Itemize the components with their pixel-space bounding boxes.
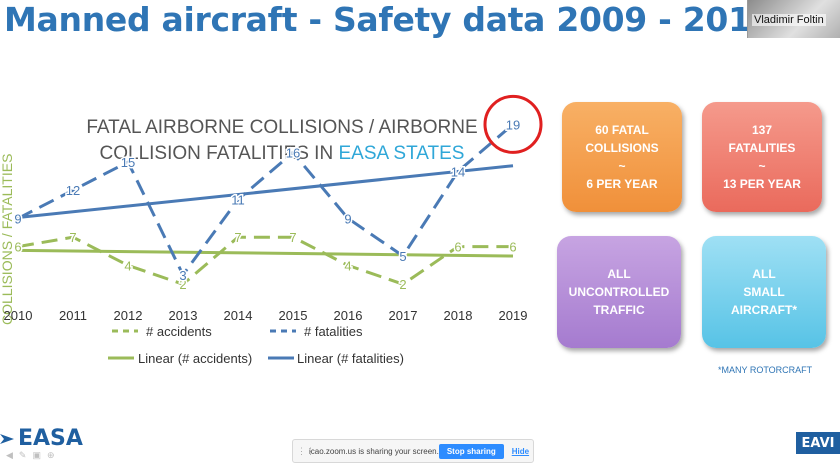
data-label: 6 (14, 240, 21, 255)
slides-icon[interactable]: ▣ (32, 450, 41, 460)
presenter-video-thumbnail[interactable]: Vladimir Foltin (747, 0, 840, 38)
eavi-logo: EAVI (796, 432, 840, 454)
x-tick-label: 2013 (169, 308, 198, 323)
chart-title-prefix: COLLISION FATALITIES IN (100, 143, 339, 164)
slide-title: Manned aircraft - Safety data 2009 - 201… (4, 0, 774, 39)
presenter-name: Vladimir Foltin (752, 14, 826, 26)
data-label: 7 (234, 230, 241, 245)
legend-label-linear-accidents: Linear (# accidents) (138, 351, 252, 366)
share-message: icao.zoom.us is sharing your screen. (309, 446, 439, 456)
zoom-icon[interactable]: ⊕ (46, 450, 55, 460)
chart-title-line-2: COLLISION FATALITIES IN EASA STATES (100, 143, 465, 164)
stat-box-fatalities: 137 FATALITIES ~ 13 PER YEAR (702, 102, 822, 212)
data-labels: 6 7 4 2 7 7 4 2 6 6 9 12 15 3 11 16 9 5 14 19 (13, 116, 522, 294)
x-tick-label: 2010 (4, 308, 33, 323)
stop-sharing-button[interactable]: Stop sharing (438, 443, 504, 459)
data-label: 12 (66, 183, 80, 198)
data-label: 15 (121, 155, 135, 170)
presentation-toolbar: ◀ ✎ ▣ ⊕ (6, 450, 55, 461)
prev-slide-icon[interactable]: ◀ (6, 450, 13, 460)
series-line-0 (17, 235, 513, 286)
trendline-1 (17, 164, 514, 219)
easa-logo-mark-icon (0, 433, 14, 444)
data-label: 9 (14, 211, 21, 226)
stat-red-line2: FATALITIES (728, 141, 796, 155)
data-label: 4 (124, 258, 131, 273)
highlight-circle (483, 94, 543, 154)
stat-box-small-aircraft: ALL SMALL AIRCRAFT* (702, 236, 826, 348)
data-label: 2 (399, 277, 406, 292)
data-label: 6 (454, 240, 461, 255)
stat-cyan-line2: SMALL (743, 285, 785, 299)
drag-handle-icon[interactable]: ⋮⋮ (297, 445, 315, 456)
series-lines (17, 123, 514, 286)
stat-box-fatal-collisions: 60 FATAL COLLISIONS ~ 6 PER YEAR (562, 102, 682, 212)
stat-orange-line4: 6 PER YEAR (586, 177, 658, 191)
x-tick-label: 2016 (334, 308, 363, 323)
stat-red-line1: 137 (751, 123, 773, 137)
legend-label-accidents: # accidents (146, 324, 212, 339)
stat-box-uncontrolled-traffic: ALL UNCONTROLLED TRAFFIC (557, 236, 681, 348)
stat-cyan-line1: ALL (752, 267, 776, 281)
stat-orange-line3: ~ (618, 159, 626, 173)
x-tick-label: 2015 (279, 308, 308, 323)
x-tick-label: 2014 (224, 308, 253, 323)
legend-label-linear-fatalities: Linear (# fatalities) (297, 351, 404, 366)
data-label: 16 (286, 146, 300, 161)
collisions-chart: COLLISIONS / FATALITIES FATAL AIRBORNE C… (0, 94, 543, 366)
x-tick-label: 2017 (389, 308, 418, 323)
data-label: 9 (344, 211, 351, 226)
stat-purple-line1: ALL (607, 267, 631, 281)
stat-red-line3: ~ (758, 159, 766, 173)
data-label: 19 (506, 117, 520, 132)
chart-title-highlight: EASA STATES (338, 143, 464, 164)
hide-link[interactable]: Hide (511, 446, 530, 456)
data-label: 11 (231, 193, 245, 208)
data-label: 7 (289, 230, 296, 245)
data-label: 2 (179, 277, 186, 292)
stat-orange-line2: COLLISIONS (585, 141, 659, 155)
x-tick-label: 2011 (59, 308, 87, 323)
stat-cyan-line3: AIRCRAFT* (731, 303, 797, 317)
legend-label-fatalities: # fatalities (304, 324, 363, 339)
x-axis-ticks: 2010 2011 2012 2013 2014 2015 2016 2017 2018 2019 (4, 308, 528, 323)
stat-red-line4: 13 PER YEAR (723, 177, 801, 191)
stat-orange-line1: 60 FATAL (595, 123, 649, 137)
footnote: *MANY ROTORCRAFT (718, 365, 813, 375)
chart-legend: # accidents # fatalities Linear (# accid… (108, 324, 404, 366)
data-label: 14 (451, 164, 465, 179)
x-tick-label: 2018 (444, 308, 473, 323)
chart-title-line-1: FATAL AIRBORNE COLLISIONS / AIRBORNE (86, 117, 477, 138)
stat-purple-line3: TRAFFIC (593, 303, 645, 317)
easa-logo: EASA (0, 426, 83, 451)
stat-purple-line2: UNCONTROLLED (568, 285, 670, 299)
data-label: 4 (344, 258, 351, 273)
trendline-0 (17, 248, 514, 258)
chart-y-axis-label: COLLISIONS / FATALITIES (0, 154, 15, 325)
data-label: 6 (509, 240, 516, 255)
x-tick-label: 2019 (499, 308, 528, 323)
pen-icon[interactable]: ✎ (18, 450, 27, 460)
data-label: 5 (399, 249, 406, 264)
x-tick-label: 2012 (114, 308, 143, 323)
data-label: 7 (69, 230, 76, 245)
data-label: 3 (179, 268, 186, 283)
easa-logo-text: EASA (18, 426, 83, 451)
zoom-share-bar: ⋮⋮ icao.zoom.us is sharing your screen. … (292, 439, 534, 463)
